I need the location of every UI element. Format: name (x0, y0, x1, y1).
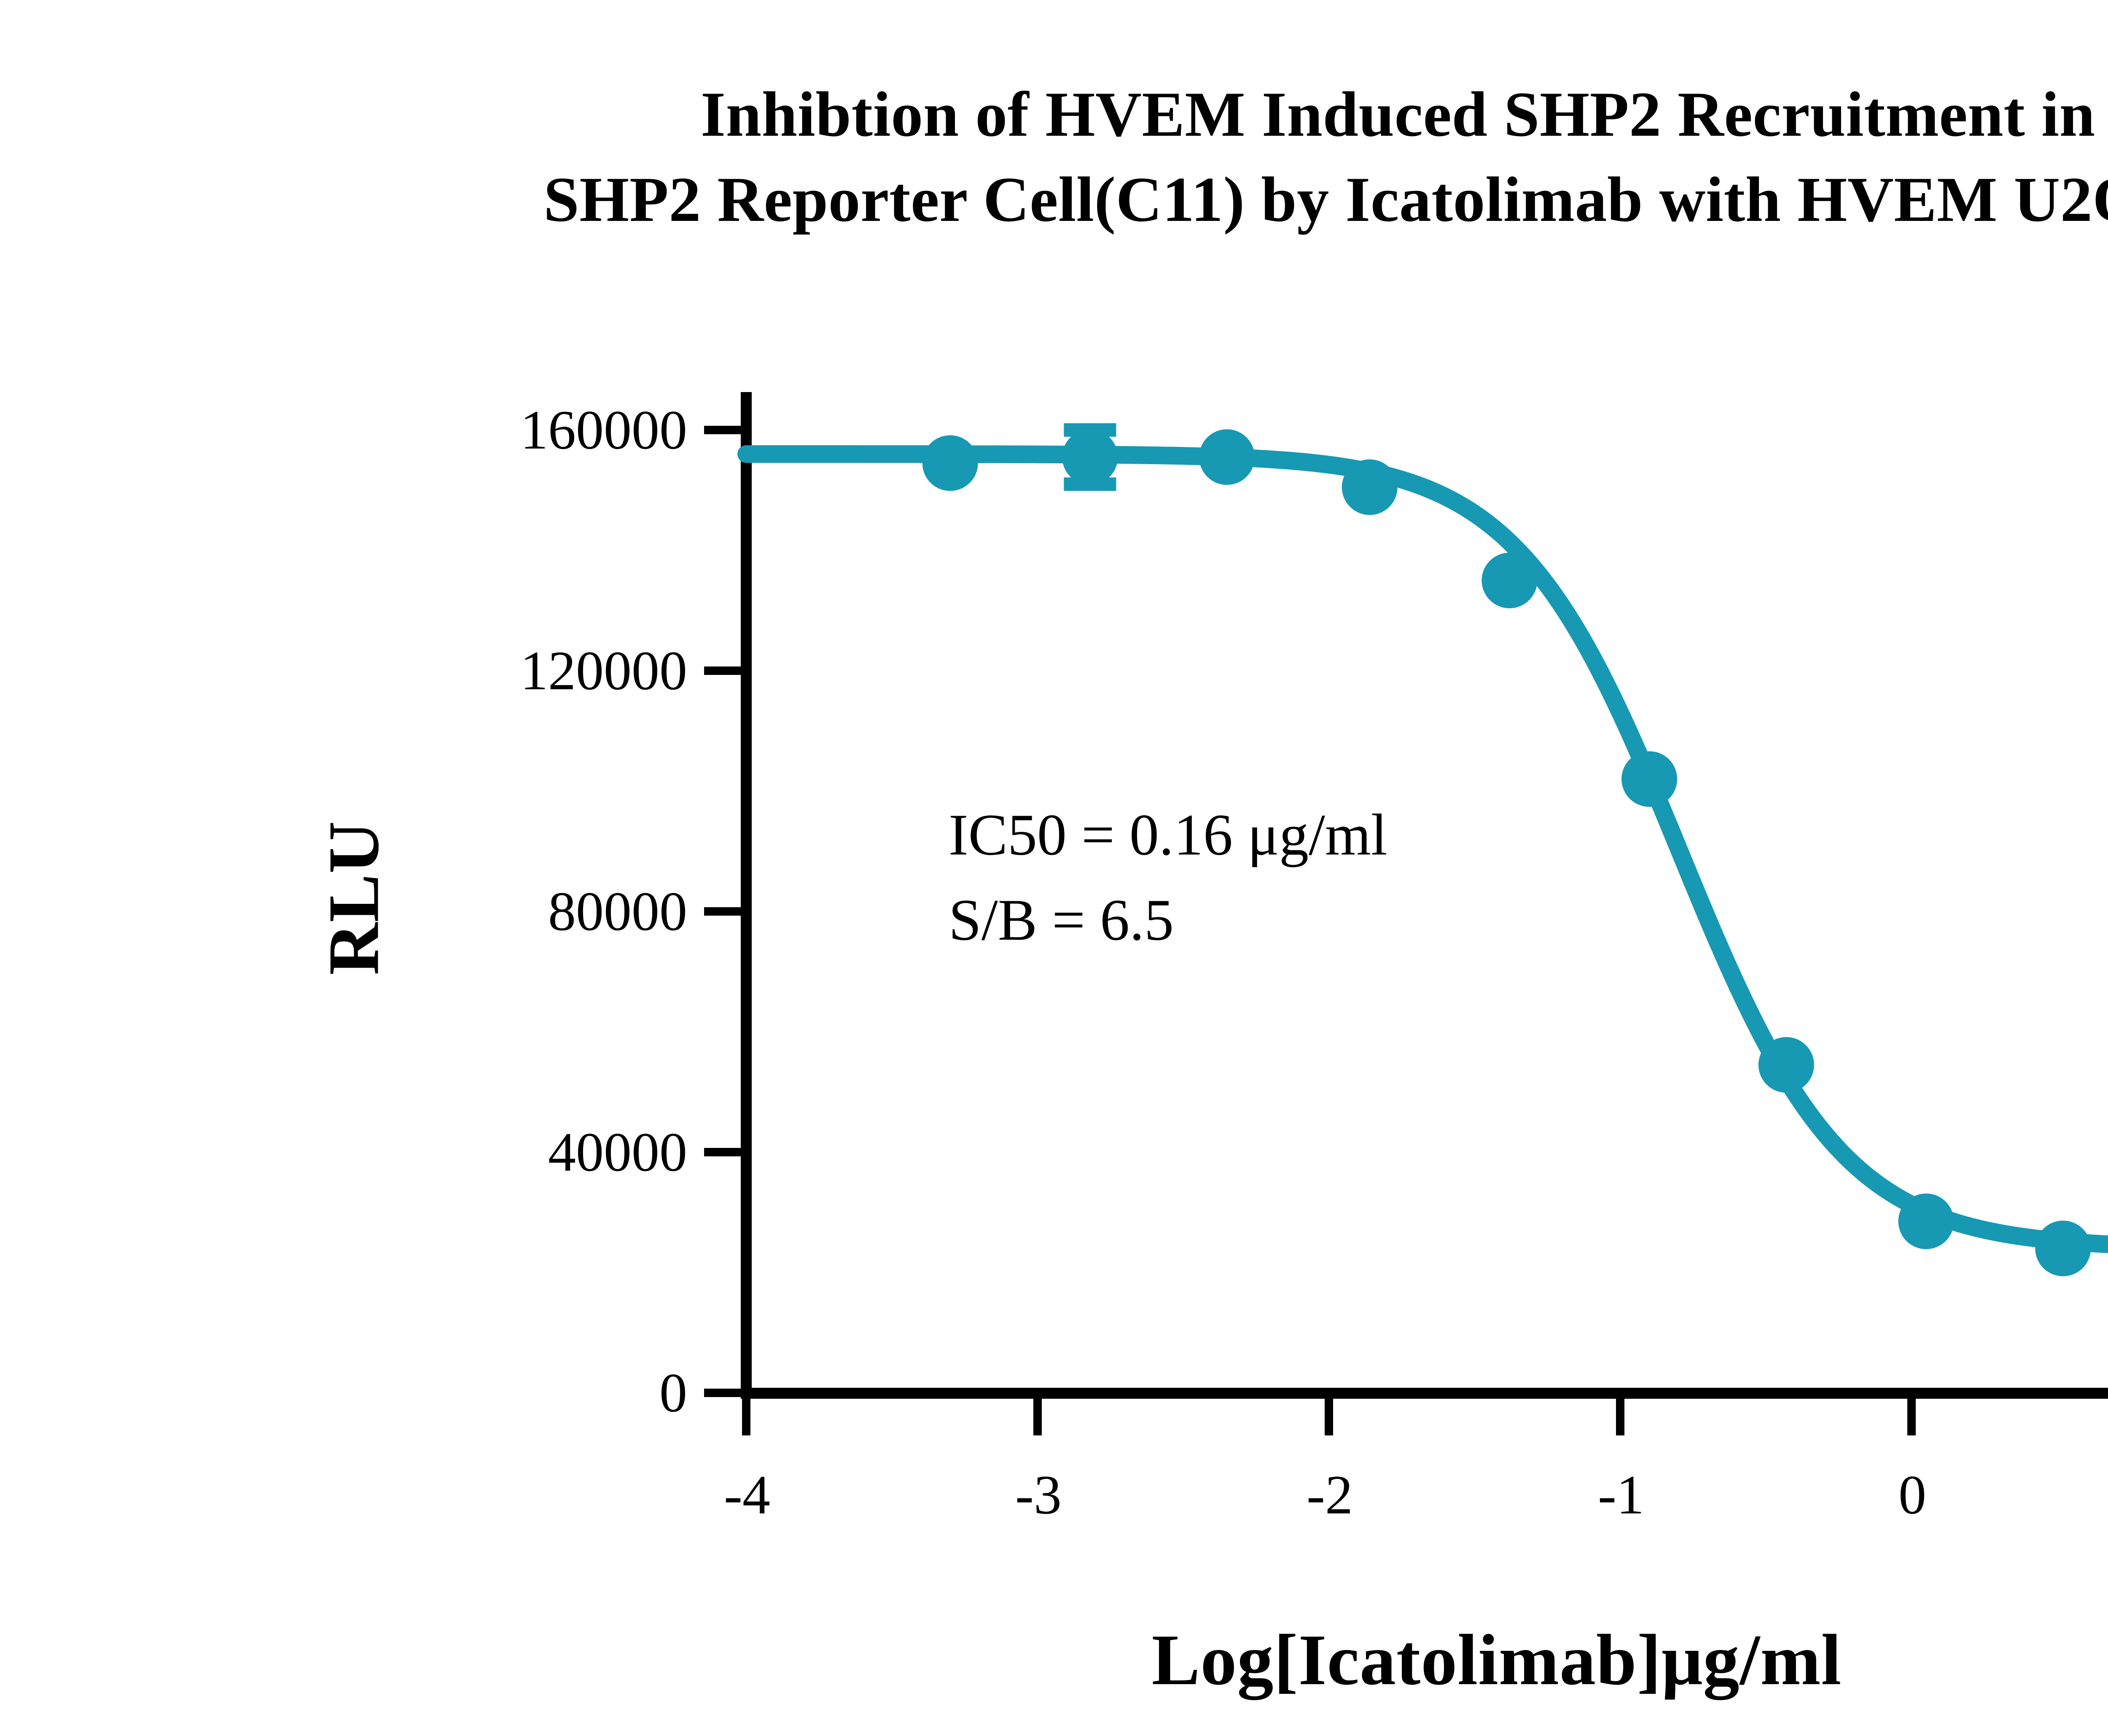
x-tick-label-0: 0 (1898, 1464, 1926, 1526)
axis-lines (741, 392, 2108, 1399)
y-axis-ticks (704, 426, 746, 1397)
chart-title: Inhibtion of HVEM Induced SHP2 Recruitme… (0, 72, 2108, 242)
dose-response-curve (737, 445, 2108, 1253)
chart-title-line-1: Inhibtion of HVEM Induced SHP2 Recruitme… (700, 79, 2108, 150)
data-point-markers (922, 429, 2091, 1276)
y-tick-label-160000: 160000 (520, 399, 687, 461)
annotation-ic50: IC50 = 0.16 μg/ml (949, 802, 1387, 868)
data-point-marker (1482, 552, 1538, 608)
data-point-marker (1758, 1037, 1814, 1093)
x-tick-label--3: -3 (1015, 1464, 1062, 1526)
data-point-marker (1621, 751, 1678, 807)
y-tick-label-80000: 80000 (548, 880, 687, 942)
x-tick-label--2: -2 (1307, 1464, 1353, 1526)
data-point-marker (1199, 429, 1255, 485)
x-axis-title: Log[Icatolimab]μg/ml (1151, 1620, 1842, 1700)
annotation-signal-to-background: S/B = 6.5 (949, 887, 1174, 953)
x-tick-label--1: -1 (1598, 1464, 1644, 1526)
data-point-marker (1898, 1193, 1954, 1250)
data-point-marker (922, 435, 978, 491)
chart-annotation: IC50 = 0.16 μg/ml S/B = 6.5 (949, 793, 1387, 962)
chart-title-line-2: SHP2 Reporter Cell(C11) by Icatolimab wi… (543, 164, 2108, 235)
data-point-marker (1062, 429, 1118, 485)
y-axis-title: RLU (314, 820, 394, 975)
y-tick-label-0: 0 (659, 1362, 687, 1424)
y-tick-label-40000: 40000 (548, 1121, 687, 1183)
data-point-marker (1342, 459, 1398, 515)
x-axis-ticks (742, 1393, 1916, 1435)
fit-curve (737, 445, 2108, 1253)
x-tick-label--4: -4 (724, 1464, 770, 1526)
data-point-marker (2035, 1220, 2091, 1276)
y-tick-label-120000: 120000 (520, 640, 687, 701)
